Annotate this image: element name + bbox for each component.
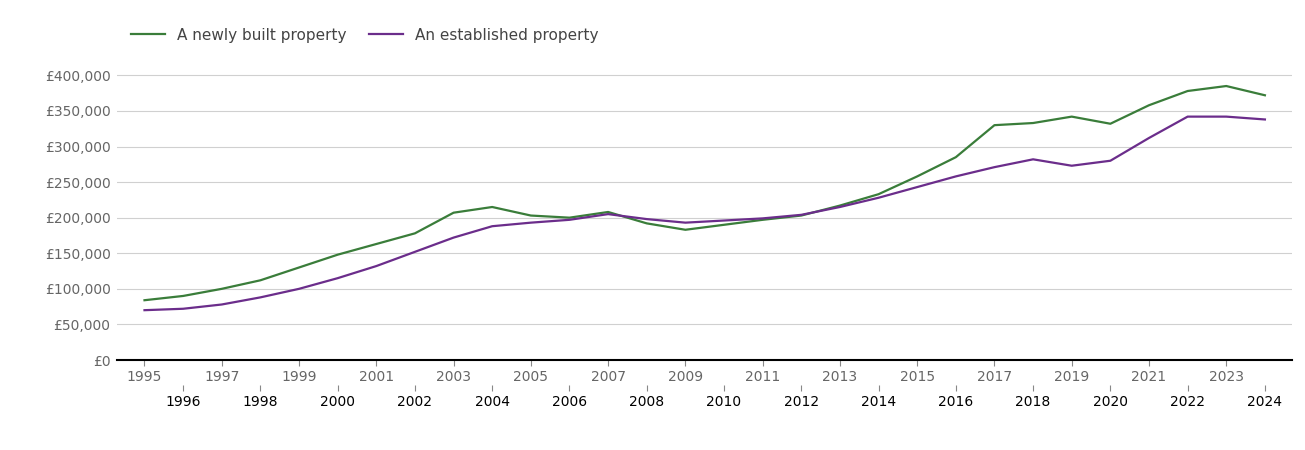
A newly built property [639,220,655,226]
An established property [291,286,307,292]
An established property [1141,135,1156,141]
A newly built property [1180,88,1195,94]
An established property [910,184,925,190]
An established property [214,302,230,307]
A newly built property [1026,120,1041,126]
An established property [677,220,693,225]
A newly built property [793,213,809,218]
A newly built property [677,227,693,233]
An established property [639,216,655,222]
A newly built property [291,265,307,270]
A newly built property [446,210,462,216]
An established property [870,195,886,200]
A newly built property [754,217,770,222]
A newly built property [1103,121,1118,126]
A newly built property [987,122,1002,128]
An established property [1026,157,1041,162]
Line: A newly built property: A newly built property [145,86,1265,300]
An established property [1103,158,1118,163]
An established property [1064,163,1079,168]
A newly built property [1219,83,1235,89]
An established property [523,220,539,225]
A newly built property [175,293,191,299]
A newly built property [833,203,848,208]
An established property [947,174,963,179]
An established property [987,164,1002,170]
A newly built property [523,213,539,218]
An established property [754,216,770,221]
An established property [253,295,269,300]
A newly built property [368,241,384,247]
An established property [484,224,500,229]
A newly built property [484,204,500,210]
A newly built property [1141,103,1156,108]
A newly built property [1257,93,1272,98]
An established property [175,306,191,311]
A newly built property [910,174,925,179]
A newly built property [137,297,153,303]
A newly built property [253,278,269,283]
A newly built property [716,222,732,228]
A newly built property [947,154,963,160]
An established property [1219,114,1235,119]
An established property [793,212,809,217]
An established property [368,263,384,269]
A newly built property [600,209,616,215]
An established property [833,204,848,210]
An established property [1257,117,1272,122]
An established property [1180,114,1195,119]
A newly built property [870,192,886,197]
An established property [716,218,732,223]
An established property [407,249,423,255]
Legend: A newly built property, An established property: A newly built property, An established p… [125,22,606,49]
An established property [137,307,153,313]
A newly built property [561,215,577,220]
Line: An established property: An established property [145,117,1265,310]
A newly built property [407,231,423,236]
A newly built property [214,286,230,292]
A newly built property [330,252,346,257]
An established property [446,235,462,240]
An established property [330,275,346,281]
An established property [600,212,616,217]
An established property [561,217,577,222]
A newly built property [1064,114,1079,119]
